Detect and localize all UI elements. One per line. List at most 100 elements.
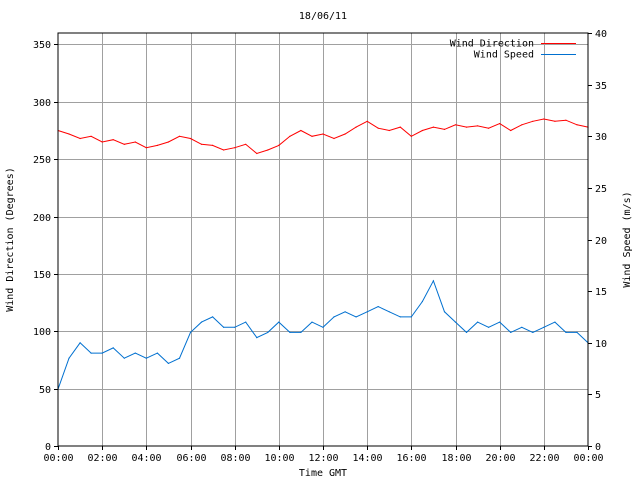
wind-speed-point xyxy=(79,342,81,344)
wind-direction-point xyxy=(156,144,158,146)
wind-direction-point xyxy=(443,128,446,130)
wind-speed-point xyxy=(443,311,446,313)
y-right-tick-label: 0 xyxy=(595,442,601,453)
wind-direction-point xyxy=(289,135,291,137)
wind-speed-point xyxy=(355,316,357,318)
x-tick-label: 20:00 xyxy=(485,453,515,464)
wind-direction-point xyxy=(366,120,368,122)
y-left-tick-label: 200 xyxy=(33,213,51,224)
y-left-tick-label: 50 xyxy=(39,385,51,396)
wind-direction-point xyxy=(576,124,578,126)
wind-direction-point xyxy=(90,135,92,137)
wind-speed-point xyxy=(465,331,468,333)
wind-speed-point xyxy=(178,357,181,359)
y-right-tick-label: 5 xyxy=(595,390,601,401)
wind-direction-point xyxy=(223,149,225,151)
y-left-tick-label: 100 xyxy=(33,327,51,338)
wind-speed-point xyxy=(388,311,390,313)
wind-speed-point xyxy=(101,352,103,354)
wind-direction-point xyxy=(421,129,423,132)
wind-direction-point xyxy=(499,123,501,125)
y-left-tick-label: 0 xyxy=(45,442,51,453)
ticks xyxy=(54,33,592,450)
wind-speed-point xyxy=(410,316,412,318)
wind-direction-point xyxy=(200,143,203,145)
y-right-tick-label: 15 xyxy=(595,287,607,298)
y-left-tick-labels: 0 50 100 150 200 250 300 350 xyxy=(33,40,51,453)
wind-direction-point xyxy=(543,118,545,120)
chart-title: 18/06/11 xyxy=(299,11,347,22)
x-tick-label: 22:00 xyxy=(529,453,559,464)
wind-direction-point xyxy=(68,133,70,135)
wind-speed-point xyxy=(521,326,523,328)
wind-speed-point xyxy=(90,352,92,354)
x-tick-label: 18:00 xyxy=(441,453,471,464)
wind-direction-point xyxy=(234,147,236,149)
wind-direction-point xyxy=(145,147,147,149)
x-tick-label: 00:00 xyxy=(43,453,73,464)
grid-lines xyxy=(58,33,588,446)
wind-direction-point xyxy=(212,144,214,146)
y-left-tick-label: 350 xyxy=(33,40,51,51)
wind-speed-point xyxy=(300,331,302,333)
y-left-axis-label: Wind Direction (Degrees) xyxy=(5,167,16,312)
x-tick-label: 10:00 xyxy=(264,453,294,464)
wind-speed-point xyxy=(245,321,247,323)
wind-speed-point xyxy=(145,357,147,359)
wind-speed-point xyxy=(576,331,578,333)
wind-direction-point xyxy=(123,143,125,145)
y-left-tick-label: 150 xyxy=(33,270,51,281)
wind-speed-point xyxy=(432,280,434,282)
wind-speed-point xyxy=(212,316,214,318)
wind-direction-point xyxy=(355,126,357,128)
wind-direction-point xyxy=(79,137,81,140)
wind-direction-point xyxy=(399,126,401,128)
y-left-tick-label: 300 xyxy=(33,98,51,109)
y-right-axis-label: Wind Speed (m/s) xyxy=(622,191,633,287)
series-layer xyxy=(57,118,589,390)
wind-speed-point xyxy=(565,331,567,333)
wind-direction-point xyxy=(465,126,468,128)
y-right-tick-labels: 0 5 10 15 20 25 30 35 40 xyxy=(595,29,607,453)
wind-speed-point xyxy=(223,326,225,328)
wind-direction-point xyxy=(267,149,269,151)
wind-direction-point xyxy=(432,126,434,128)
x-tick-label: 12:00 xyxy=(308,453,338,464)
wind-speed-point xyxy=(454,321,457,323)
x-tick-label: 14:00 xyxy=(352,453,382,464)
wind-speed-point xyxy=(256,337,258,339)
x-tick-label: 06:00 xyxy=(176,453,206,464)
y-right-tick-label: 40 xyxy=(595,29,607,40)
wind-speed-point xyxy=(322,326,324,328)
wind-direction-point xyxy=(112,139,114,141)
legend-label-wind-direction: Wind Direction xyxy=(450,39,534,50)
wind-speed-point xyxy=(234,326,236,328)
wind-speed-point xyxy=(134,352,136,354)
wind-direction-point xyxy=(278,144,280,146)
wind-direction-point xyxy=(477,125,479,127)
wind-speed-point xyxy=(554,321,556,323)
wind-speed-point xyxy=(278,321,280,323)
wind-speed-point xyxy=(499,321,501,323)
wind-speed-point xyxy=(477,321,479,323)
wind-direction-point xyxy=(333,137,335,140)
wind-direction-point xyxy=(311,135,313,137)
y-left-tick-label: 250 xyxy=(33,155,51,166)
wind-direction-point xyxy=(410,135,412,137)
wind-speed-point xyxy=(399,316,401,318)
wind-direction-point xyxy=(454,124,457,126)
wind-speed-point xyxy=(333,316,335,318)
wind-speed-point xyxy=(68,357,70,359)
wind-direction-point xyxy=(300,129,302,132)
x-tick-labels: 00:00 02:00 04:00 06:00 08:00 10:00 12:00 14:00… xyxy=(43,453,603,464)
wind-direction-point xyxy=(322,133,324,135)
x-tick-label: 08:00 xyxy=(220,453,250,464)
y-right-tick-label: 10 xyxy=(595,339,607,350)
y-right-tick-label: 25 xyxy=(595,184,607,195)
wind-speed-point xyxy=(543,326,545,328)
wind-direction-point xyxy=(101,141,103,143)
wind-speed-point xyxy=(200,321,203,323)
wind-speed-point xyxy=(156,352,158,354)
